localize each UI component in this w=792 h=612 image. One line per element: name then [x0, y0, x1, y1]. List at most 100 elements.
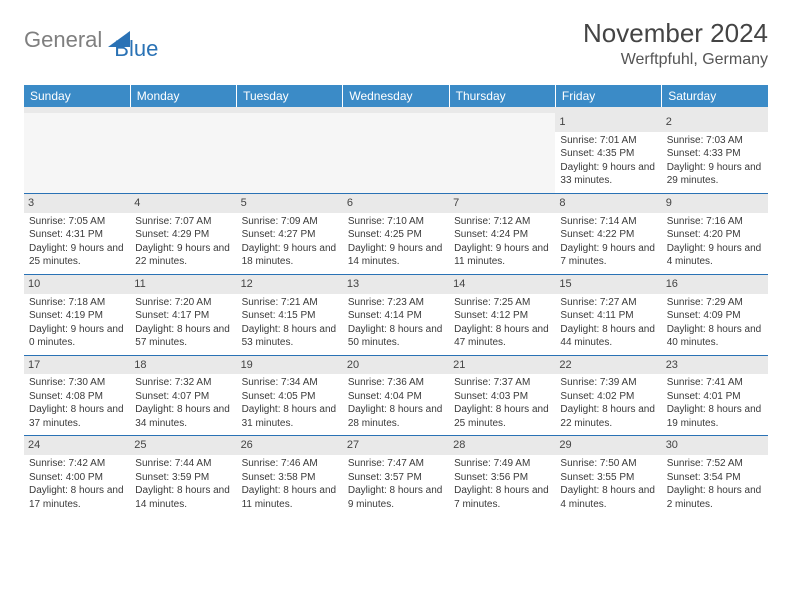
day-number: 20	[343, 356, 449, 375]
day-number: 19	[237, 356, 343, 375]
weekday-header: Sunday	[24, 85, 130, 107]
day-cell: 29Sunrise: 7:50 AMSunset: 3:55 PMDayligh…	[555, 436, 661, 516]
day-cell: 30Sunrise: 7:52 AMSunset: 3:54 PMDayligh…	[662, 436, 768, 516]
daylight-text: Daylight: 8 hours and 25 minutes.	[454, 403, 550, 430]
sunrise-text: Sunrise: 7:34 AM	[242, 376, 338, 390]
sunset-text: Sunset: 4:31 PM	[29, 228, 125, 242]
sunrise-text: Sunrise: 7:47 AM	[348, 457, 444, 471]
day-cell: 9Sunrise: 7:16 AMSunset: 4:20 PMDaylight…	[662, 193, 768, 274]
day-number: 13	[343, 275, 449, 294]
daylight-text: Daylight: 8 hours and 47 minutes.	[454, 323, 550, 350]
sunset-text: Sunset: 3:58 PM	[242, 471, 338, 485]
logo-text-gray: General	[24, 27, 102, 53]
sunrise-text: Sunrise: 7:27 AM	[560, 296, 656, 310]
day-cell: 18Sunrise: 7:32 AMSunset: 4:07 PMDayligh…	[130, 355, 236, 436]
day-cell: 12Sunrise: 7:21 AMSunset: 4:15 PMDayligh…	[237, 274, 343, 355]
daylight-text: Daylight: 9 hours and 22 minutes.	[135, 242, 231, 269]
sunset-text: Sunset: 4:09 PM	[667, 309, 763, 323]
day-number: 2	[662, 113, 768, 132]
calendar-row: 10Sunrise: 7:18 AMSunset: 4:19 PMDayligh…	[24, 274, 768, 355]
sunrise-text: Sunrise: 7:12 AM	[454, 215, 550, 229]
day-number: 25	[130, 436, 236, 455]
day-cell: 19Sunrise: 7:34 AMSunset: 4:05 PMDayligh…	[237, 355, 343, 436]
day-cell: 6 Sunrise: 7:10 AMSunset: 4:25 PMDaylight…	[343, 193, 449, 274]
sunset-text: Sunset: 4:04 PM	[348, 390, 444, 404]
day-cell: 25Sunrise: 7:44 AMSunset: 3:59 PMDayligh…	[130, 436, 236, 516]
day-cell: 17Sunrise: 7:30 AMSunset: 4:08 PMDayligh…	[24, 355, 130, 436]
weekday-header-row: Sunday Monday Tuesday Wednesday Thursday…	[24, 85, 768, 107]
sunset-text: Sunset: 4:02 PM	[560, 390, 656, 404]
day-cell: 14Sunrise: 7:25 AMSunset: 4:12 PMDayligh…	[449, 274, 555, 355]
sunrise-text: Sunrise: 7:16 AM	[667, 215, 763, 229]
daylight-text: Daylight: 9 hours and 18 minutes.	[242, 242, 338, 269]
day-number: 23	[662, 356, 768, 375]
day-cell: 3Sunrise: 7:05 AMSunset: 4:31 PMDaylight…	[24, 193, 130, 274]
day-number: 4	[130, 194, 236, 213]
sunrise-text: Sunrise: 7:36 AM	[348, 376, 444, 390]
sunrise-text: Sunrise: 7:05 AM	[29, 215, 125, 229]
day-cell: 20Sunrise: 7:36 AMSunset: 4:04 PMDayligh…	[343, 355, 449, 436]
day-number: 18	[130, 356, 236, 375]
daylight-text: Daylight: 9 hours and 33 minutes.	[560, 161, 656, 188]
sunset-text: Sunset: 4:19 PM	[29, 309, 125, 323]
sunrise-text: Sunrise: 7:29 AM	[667, 296, 763, 310]
sunset-text: Sunset: 3:56 PM	[454, 471, 550, 485]
empty-cell	[237, 113, 343, 193]
empty-cell	[130, 113, 236, 193]
sunset-text: Sunset: 4:12 PM	[454, 309, 550, 323]
sunrise-text: Sunrise: 7:44 AM	[135, 457, 231, 471]
sunrise-text: Sunrise: 7:10 AM	[348, 215, 444, 229]
weekday-header: Friday	[555, 85, 661, 107]
daylight-text: Daylight: 8 hours and 34 minutes.	[135, 403, 231, 430]
daylight-text: Daylight: 8 hours and 11 minutes.	[242, 484, 338, 511]
sunrise-text: Sunrise: 7:25 AM	[454, 296, 550, 310]
sunset-text: Sunset: 4:24 PM	[454, 228, 550, 242]
day-number: 15	[555, 275, 661, 294]
day-number: 6	[343, 194, 449, 213]
day-number: 1	[555, 113, 661, 132]
sunrise-text: Sunrise: 7:42 AM	[29, 457, 125, 471]
daylight-text: Daylight: 9 hours and 25 minutes.	[29, 242, 125, 269]
daylight-text: Daylight: 8 hours and 31 minutes.	[242, 403, 338, 430]
calendar-body: 1Sunrise: 7:01 AMSunset: 4:35 PMDaylight…	[24, 113, 768, 516]
weekday-header: Monday	[130, 85, 236, 107]
daylight-text: Daylight: 8 hours and 40 minutes.	[667, 323, 763, 350]
empty-cell	[343, 113, 449, 193]
sunrise-text: Sunrise: 7:20 AM	[135, 296, 231, 310]
day-number: 5	[237, 194, 343, 213]
sunset-text: Sunset: 4:33 PM	[667, 147, 763, 161]
sunset-text: Sunset: 4:14 PM	[348, 309, 444, 323]
day-cell: 15 Sunrise: 7:27 AMSunset: 4:11 PMDayligh…	[555, 274, 661, 355]
day-cell: 4Sunrise: 7:07 AMSunset: 4:29 PMDaylight…	[130, 193, 236, 274]
sunrise-text: Sunrise: 7:39 AM	[560, 376, 656, 390]
day-number: 24	[24, 436, 130, 455]
sunset-text: Sunset: 4:17 PM	[135, 309, 231, 323]
daylight-text: Daylight: 8 hours and 57 minutes.	[135, 323, 231, 350]
sunset-text: Sunset: 4:25 PM	[348, 228, 444, 242]
sunrise-text: Sunrise: 7:03 AM	[667, 134, 763, 148]
day-cell: 1Sunrise: 7:01 AMSunset: 4:35 PMDaylight…	[555, 113, 661, 193]
weekday-header: Tuesday	[237, 85, 343, 107]
sunset-text: Sunset: 4:20 PM	[667, 228, 763, 242]
sunrise-text: Sunrise: 7:37 AM	[454, 376, 550, 390]
empty-cell	[449, 113, 555, 193]
daylight-text: Daylight: 8 hours and 22 minutes.	[560, 403, 656, 430]
sunset-text: Sunset: 4:27 PM	[242, 228, 338, 242]
day-cell: 21Sunrise: 7:37 AMSunset: 4:03 PMDayligh…	[449, 355, 555, 436]
calendar-table: Sunday Monday Tuesday Wednesday Thursday…	[24, 85, 768, 516]
daylight-text: Daylight: 9 hours and 14 minutes.	[348, 242, 444, 269]
daylight-text: Daylight: 8 hours and 4 minutes.	[560, 484, 656, 511]
sunset-text: Sunset: 4:11 PM	[560, 309, 656, 323]
sunrise-text: Sunrise: 7:01 AM	[560, 134, 656, 148]
sunrise-text: Sunrise: 7:14 AM	[560, 215, 656, 229]
day-cell: 22Sunrise: 7:39 AMSunset: 4:02 PMDayligh…	[555, 355, 661, 436]
sunset-text: Sunset: 4:03 PM	[454, 390, 550, 404]
day-cell: 24Sunrise: 7:42 AMSunset: 4:00 PMDayligh…	[24, 436, 130, 516]
daylight-text: Daylight: 9 hours and 7 minutes.	[560, 242, 656, 269]
day-cell: 8Sunrise: 7:14 AMSunset: 4:22 PMDaylight…	[555, 193, 661, 274]
day-number: 9	[662, 194, 768, 213]
day-cell: 13Sunrise: 7:23 AMSunset: 4:14 PMDayligh…	[343, 274, 449, 355]
daylight-text: Daylight: 8 hours and 44 minutes.	[560, 323, 656, 350]
day-number: 28	[449, 436, 555, 455]
daylight-text: Daylight: 9 hours and 11 minutes.	[454, 242, 550, 269]
